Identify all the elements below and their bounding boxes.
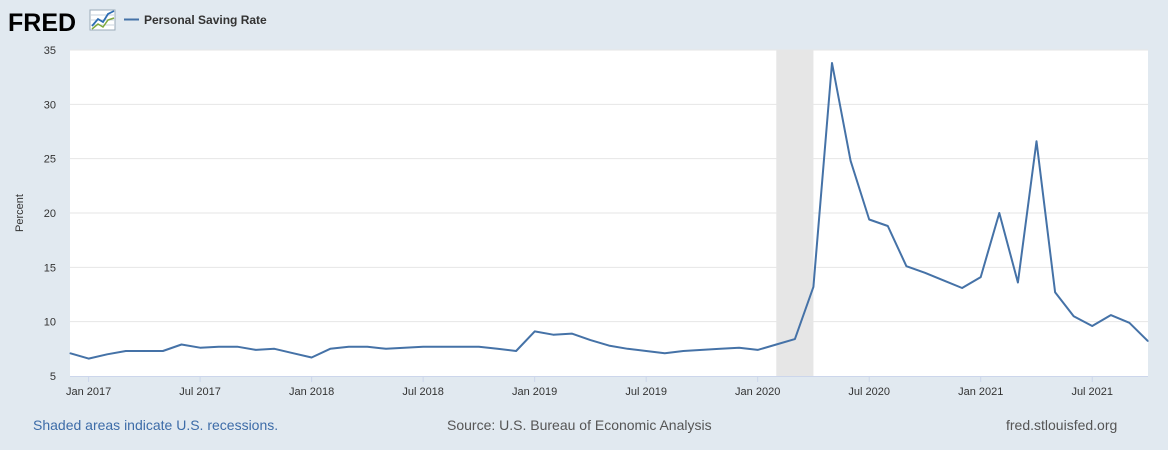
recession-note-link[interactable]: Shaded areas indicate U.S. recessions. <box>33 417 278 433</box>
data-point[interactable] <box>162 350 164 352</box>
y-tick-label: 15 <box>44 262 56 274</box>
data-point[interactable] <box>1073 315 1075 317</box>
data-point[interactable] <box>1110 314 1112 316</box>
data-point[interactable] <box>385 348 387 350</box>
data-point[interactable] <box>534 330 536 333</box>
y-tick-label: 20 <box>44 208 56 220</box>
trend-line-chart-icon <box>89 9 116 31</box>
y-tick-label: 10 <box>44 317 56 329</box>
y-axis-ticks: 5 10 15 20 25 30 35 <box>44 45 56 383</box>
legend: Personal Saving Rate <box>124 13 267 27</box>
data-point[interactable] <box>738 347 740 349</box>
x-tick-label: Jan 2018 <box>289 386 334 398</box>
data-point[interactable] <box>1017 281 1019 284</box>
data-point[interactable] <box>924 272 926 274</box>
data-point[interactable] <box>775 343 777 346</box>
data-point[interactable] <box>69 352 71 354</box>
data-point[interactable] <box>87 358 90 360</box>
data-point[interactable] <box>441 346 443 348</box>
data-point[interactable] <box>199 347 201 349</box>
data-point[interactable] <box>292 352 294 354</box>
data-point[interactable] <box>980 276 982 278</box>
x-tick-label: Jan 2020 <box>735 386 780 398</box>
source-note: Source: U.S. Bureau of Economic Analysis <box>447 417 712 433</box>
data-point[interactable] <box>422 346 424 348</box>
data-point[interactable] <box>831 62 833 64</box>
data-point[interactable] <box>608 344 610 347</box>
y-tick-label: 30 <box>44 99 56 111</box>
data-point[interactable] <box>589 339 592 341</box>
x-tick-label: Jan 2021 <box>958 386 1003 398</box>
data-point[interactable] <box>366 346 368 348</box>
y-tick-label: 5 <box>50 371 56 383</box>
data-point[interactable] <box>236 346 238 348</box>
data-point[interactable] <box>1091 325 1093 327</box>
data-point[interactable] <box>496 348 499 350</box>
data-point[interactable] <box>1128 322 1131 324</box>
data-point[interactable] <box>571 333 573 335</box>
data-point[interactable] <box>255 349 257 351</box>
data-point[interactable] <box>998 212 1000 214</box>
data-point[interactable] <box>478 346 480 348</box>
x-tick-label: Jul 2019 <box>625 386 667 398</box>
data-point[interactable] <box>961 287 963 289</box>
data-point[interactable] <box>106 353 108 355</box>
x-tick-label: Jul 2017 <box>179 386 221 398</box>
data-point[interactable] <box>887 225 889 227</box>
series-layer <box>69 62 1149 360</box>
data-point[interactable] <box>273 348 276 350</box>
site-url[interactable]: fred.stlouisfed.org <box>1006 417 1117 433</box>
data-point[interactable] <box>626 348 629 350</box>
data-point[interactable] <box>682 350 684 352</box>
data-point[interactable] <box>942 279 945 281</box>
data-point[interactable] <box>812 286 815 288</box>
gridlines <box>70 49 1148 323</box>
data-point[interactable] <box>218 346 220 348</box>
x-tick-label: Jul 2020 <box>848 386 890 398</box>
data-point[interactable] <box>1147 340 1149 342</box>
data-point[interactable] <box>459 346 461 348</box>
data-point[interactable] <box>311 356 313 359</box>
y-tick-label: 35 <box>44 45 56 57</box>
y-tick-label: 25 <box>44 154 56 166</box>
data-point[interactable] <box>403 347 406 349</box>
data-point[interactable] <box>794 338 796 340</box>
x-tick-label: Jul 2018 <box>402 386 444 398</box>
data-point[interactable] <box>868 218 870 221</box>
x-tick-label: Jul 2021 <box>1071 386 1113 398</box>
logo-text: FRED <box>8 9 76 37</box>
fred-logo[interactable]: FRED <box>8 9 116 37</box>
data-point[interactable] <box>664 352 666 354</box>
legend-label: Personal Saving Rate <box>144 13 267 27</box>
data-point[interactable] <box>757 349 759 351</box>
data-point[interactable] <box>1054 291 1056 293</box>
data-point[interactable] <box>143 350 145 352</box>
data-point[interactable] <box>905 265 907 267</box>
data-point[interactable] <box>701 349 703 351</box>
x-tick-label: Jan 2019 <box>512 386 557 398</box>
data-point[interactable] <box>1035 140 1038 142</box>
x-axis-ticks: Jan 2017 Jul 2017 Jan 2018 Jul 2018 Jan 2019… <box>66 376 1148 398</box>
data-point[interactable] <box>125 350 127 352</box>
data-point[interactable] <box>329 348 331 350</box>
data-point[interactable] <box>180 343 183 346</box>
y-axis-title: Percent <box>14 194 26 232</box>
data-point[interactable] <box>515 350 517 352</box>
data-point[interactable] <box>719 348 722 350</box>
data-point[interactable] <box>552 334 554 336</box>
data-point[interactable] <box>348 346 350 348</box>
data-point[interactable] <box>850 160 852 162</box>
data-point[interactable] <box>645 350 647 352</box>
x-tick-label: Jan 2017 <box>66 386 111 398</box>
